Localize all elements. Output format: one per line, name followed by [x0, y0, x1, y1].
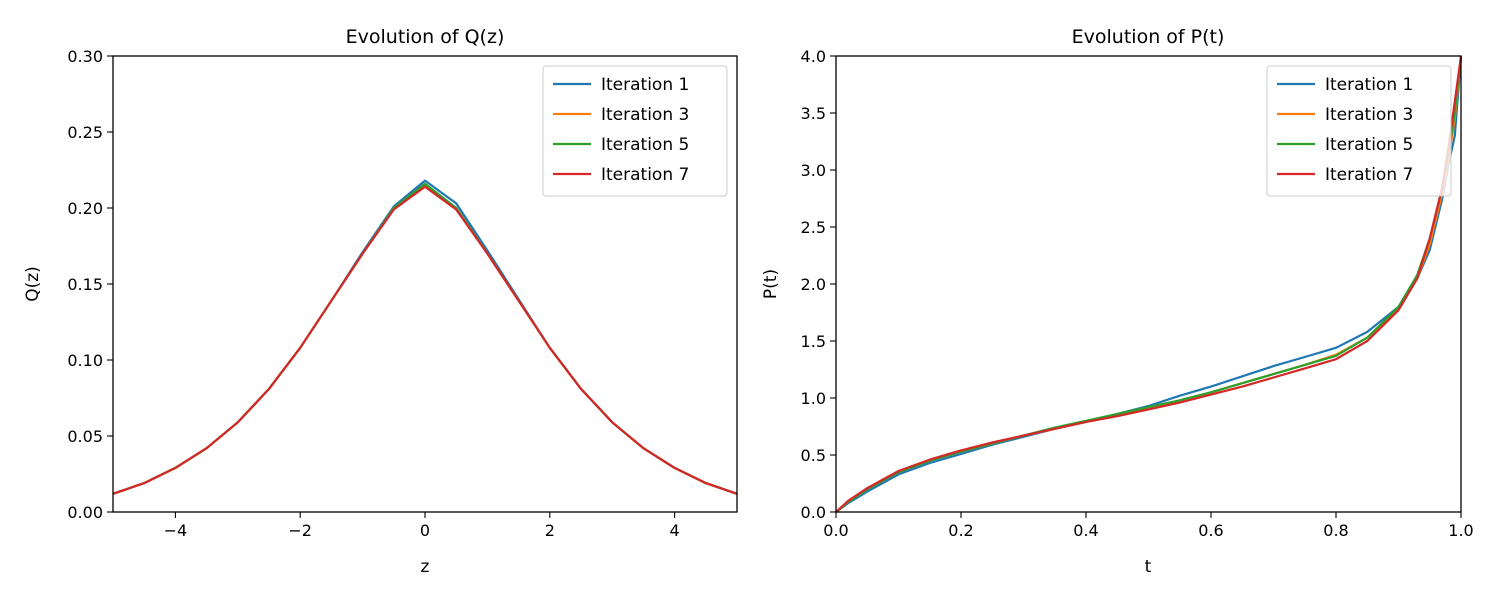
x-tick-label: 0.0 — [823, 521, 848, 540]
y-tick-label: 0.20 — [67, 199, 103, 218]
x-tick-label: 0.2 — [948, 521, 973, 540]
y-tick-label: 2.0 — [801, 275, 826, 294]
y-tick-label: 0.15 — [67, 275, 103, 294]
legend-label: Iteration 3 — [1325, 105, 1413, 125]
y-tick-label: 0.00 — [67, 503, 103, 522]
series-group — [835, 55, 1463, 513]
plot-frame — [112, 55, 738, 513]
y-tick-label: 0.5 — [801, 446, 826, 465]
legend-label: Iteration 7 — [601, 165, 689, 185]
chart-title: Evolution of Q(z) — [346, 26, 505, 48]
ticks: 0.0 0.2 0.4 0.6 0.8 1.0 0.0 0.5 1.0 1.5 2.0 2.5 3.0 3… — [801, 47, 1474, 540]
y-tick-label: 3.0 — [801, 161, 826, 180]
legend-box — [542, 65, 728, 197]
y-tick-label: 4.0 — [801, 47, 826, 66]
plot-frame — [835, 55, 1462, 513]
x-tick-label: 2 — [545, 521, 555, 540]
legend-label: Iteration 5 — [601, 135, 689, 155]
x-tick-label: 0.8 — [1323, 521, 1348, 540]
series-line-iteration-7 — [112, 185, 738, 495]
x-tick-label: 0 — [420, 521, 430, 540]
x-tick-label: −4 — [164, 521, 188, 540]
y-tick-label: 3.5 — [801, 104, 826, 123]
x-axis-label: z — [421, 557, 430, 577]
legend-label: Iteration 5 — [1325, 135, 1413, 155]
x-tick-label: −2 — [288, 521, 312, 540]
y-tick-label: 0.0 — [801, 503, 826, 522]
legend-label: Iteration 7 — [1325, 165, 1413, 185]
x-tick-label: 4 — [670, 521, 680, 540]
chart-title: Evolution of P(t) — [1072, 26, 1225, 48]
y-tick-label: 0.30 — [67, 47, 103, 66]
legend-label: Iteration 3 — [601, 105, 689, 125]
y-tick-label: 0.10 — [67, 351, 103, 370]
series-line-iteration-7 — [835, 55, 1463, 513]
ticks: −4 −2 0 2 4 0.00 0.05 0.10 0.15 0.20 0.25 0.30 — [67, 47, 679, 540]
series-line-iteration-1 — [835, 55, 1463, 513]
x-axis-label: t — [1145, 557, 1152, 577]
y-axis-label: P(t) — [761, 269, 781, 299]
legend: Iteration 1 Iteration 3 Iteration 5 Iterati… — [1266, 65, 1452, 197]
legend-label: Iteration 1 — [1325, 75, 1413, 95]
x-tick-label: 0.4 — [1073, 521, 1098, 540]
x-tick-label: 1.0 — [1448, 521, 1473, 540]
y-tick-label: 0.05 — [67, 427, 103, 446]
legend: Iteration 1 Iteration 3 Iteration 5 Iterati… — [542, 65, 728, 197]
legend-box — [1266, 65, 1452, 197]
y-tick-label: 1.0 — [801, 389, 826, 408]
legend-label: Iteration 1 — [601, 75, 689, 95]
y-axis-label: Q(z) — [23, 266, 43, 302]
q-z-panel: Evolution of Q(z) z Q(z) −4 −2 0 2 4 0.00 0.05… — [23, 26, 738, 577]
series-group — [112, 179, 738, 495]
y-tick-label: 2.5 — [801, 218, 826, 237]
x-tick-label: 0.6 — [1198, 521, 1223, 540]
y-tick-label: 1.5 — [801, 332, 826, 351]
y-tick-label: 0.25 — [67, 123, 103, 142]
p-t-panel: Evolution of P(t) t P(t) 0.0 0.2 0.4 0.6 0.8… — [761, 26, 1474, 577]
